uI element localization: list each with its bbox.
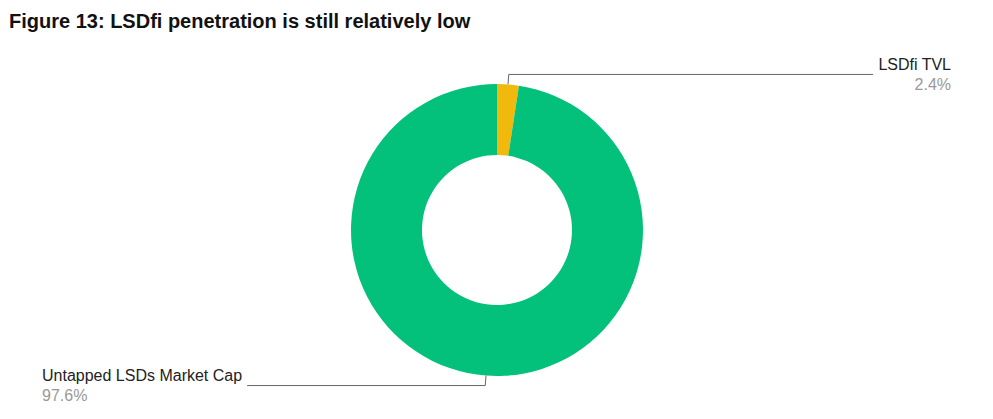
svg-text:2.4%: 2.4% [915, 76, 951, 93]
svg-text:97.6%: 97.6% [42, 387, 87, 404]
svg-text:Figure 13: LSDfi penetration i: Figure 13: LSDfi penetration is still re… [9, 10, 471, 32]
svg-text:Untapped LSDs Market Cap: Untapped LSDs Market Cap [42, 367, 242, 384]
svg-text:LSDfi TVL: LSDfi TVL [878, 56, 951, 73]
